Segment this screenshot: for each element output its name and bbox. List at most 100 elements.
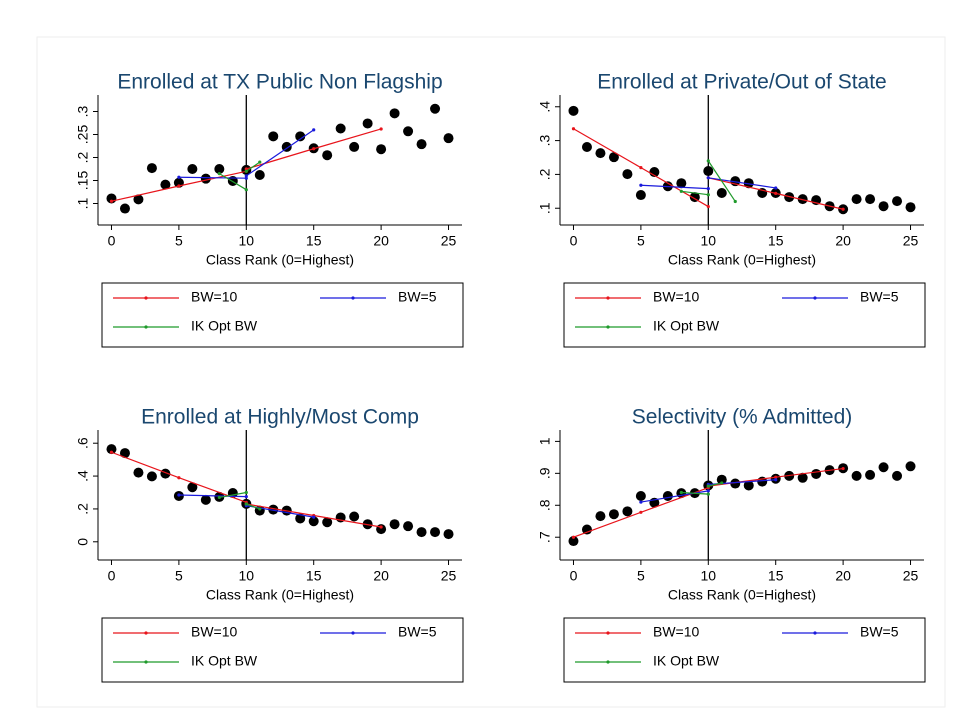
fit-marker bbox=[679, 189, 683, 193]
point bbox=[608, 152, 619, 163]
x-tick-label: 20 bbox=[373, 233, 389, 249]
legend-label: BW=5 bbox=[860, 624, 899, 640]
y-tick-label: 0 bbox=[75, 538, 91, 546]
point bbox=[595, 148, 606, 159]
y-tick-label: .8 bbox=[537, 499, 553, 511]
x-axis-title: Class Rank (0=Highest) bbox=[206, 252, 354, 268]
point bbox=[349, 511, 360, 522]
point bbox=[851, 470, 862, 481]
point bbox=[878, 201, 889, 212]
legend-label: BW=10 bbox=[191, 624, 238, 640]
fit-marker bbox=[258, 507, 262, 511]
point bbox=[608, 509, 619, 520]
fit-marker bbox=[177, 184, 181, 188]
y-tick-label: .3 bbox=[75, 105, 91, 117]
point bbox=[200, 173, 211, 184]
fit-marker bbox=[706, 187, 710, 191]
point bbox=[295, 131, 306, 142]
fit-marker bbox=[244, 169, 248, 173]
point bbox=[416, 527, 427, 538]
point bbox=[214, 164, 225, 174]
chart-title: Enrolled at Private/Out of State bbox=[597, 71, 887, 94]
legend-label: BW=5 bbox=[398, 289, 437, 305]
point bbox=[335, 123, 346, 134]
point bbox=[187, 482, 198, 493]
graph-region bbox=[36, 36, 946, 708]
fit-marker bbox=[706, 193, 710, 197]
y-tick-label: .7 bbox=[537, 531, 553, 543]
point bbox=[865, 469, 876, 480]
x-tick-label: 5 bbox=[175, 233, 183, 249]
fit-marker bbox=[706, 159, 710, 163]
x-tick-label: 10 bbox=[701, 568, 717, 584]
point bbox=[308, 516, 319, 527]
legend bbox=[563, 282, 926, 348]
x-tick-label: 0 bbox=[570, 568, 578, 584]
fit-line bbox=[681, 160, 736, 202]
x-tick-label: 25 bbox=[441, 568, 457, 584]
fit-marker bbox=[774, 475, 778, 479]
x-tick-label: 15 bbox=[768, 568, 784, 584]
fit-marker bbox=[379, 127, 383, 131]
fit-marker bbox=[639, 500, 643, 504]
fit-marker bbox=[639, 166, 643, 170]
fit-marker bbox=[706, 484, 710, 488]
point bbox=[389, 108, 400, 119]
point bbox=[716, 474, 727, 485]
x-tick-label: 0 bbox=[570, 233, 578, 249]
x-tick-label: 15 bbox=[768, 233, 784, 249]
y-tick-label: .4 bbox=[75, 470, 91, 482]
point bbox=[635, 190, 646, 201]
x-tick-label: 5 bbox=[637, 568, 645, 584]
legend-label: BW=10 bbox=[653, 289, 700, 305]
y-tick-label: .1 bbox=[75, 197, 91, 209]
x-axis-title: Class Rank (0=Highest) bbox=[206, 587, 354, 603]
point bbox=[430, 527, 441, 538]
fit-marker bbox=[706, 176, 710, 180]
point bbox=[443, 133, 454, 144]
chart-title: Enrolled at Highly/Most Comp bbox=[141, 406, 419, 429]
fit-marker bbox=[571, 127, 576, 131]
x-tick-label: 20 bbox=[373, 568, 389, 584]
point bbox=[743, 178, 754, 189]
point bbox=[703, 166, 714, 177]
x-tick-label: 25 bbox=[903, 233, 919, 249]
point bbox=[905, 202, 916, 213]
x-tick-label: 0 bbox=[108, 233, 116, 249]
point bbox=[119, 203, 130, 214]
y-tick-label: .4 bbox=[537, 101, 553, 113]
point bbox=[322, 150, 333, 161]
x-tick-label: 10 bbox=[239, 568, 255, 584]
x-tick-label: 5 bbox=[637, 233, 645, 249]
point bbox=[811, 468, 822, 479]
point bbox=[622, 169, 633, 180]
point bbox=[851, 194, 862, 205]
legend-label: IK Opt BW bbox=[653, 318, 720, 334]
legend-swatch-marker bbox=[606, 631, 610, 635]
y-tick-label: .2 bbox=[537, 168, 553, 180]
point bbox=[322, 517, 333, 528]
x-tick-label: 10 bbox=[239, 233, 255, 249]
point bbox=[268, 131, 279, 142]
point bbox=[362, 118, 373, 129]
y-tick-label: .15 bbox=[75, 171, 91, 191]
point bbox=[743, 480, 754, 491]
fit-marker bbox=[312, 128, 316, 132]
fit-marker bbox=[639, 183, 643, 187]
point bbox=[730, 478, 741, 489]
point bbox=[797, 472, 808, 483]
fit-marker bbox=[177, 476, 181, 480]
legend-swatch-marker bbox=[351, 631, 355, 635]
point bbox=[676, 178, 687, 189]
fit-marker bbox=[244, 176, 248, 180]
fit-line bbox=[219, 161, 261, 191]
point bbox=[376, 144, 387, 155]
point bbox=[595, 511, 606, 522]
legend-label: IK Opt BW bbox=[653, 653, 720, 669]
fit-marker bbox=[706, 489, 710, 493]
point bbox=[146, 163, 157, 174]
chart-title: Enrolled at TX Public Non Flagship bbox=[117, 71, 442, 94]
point bbox=[349, 141, 360, 152]
point bbox=[865, 194, 876, 205]
